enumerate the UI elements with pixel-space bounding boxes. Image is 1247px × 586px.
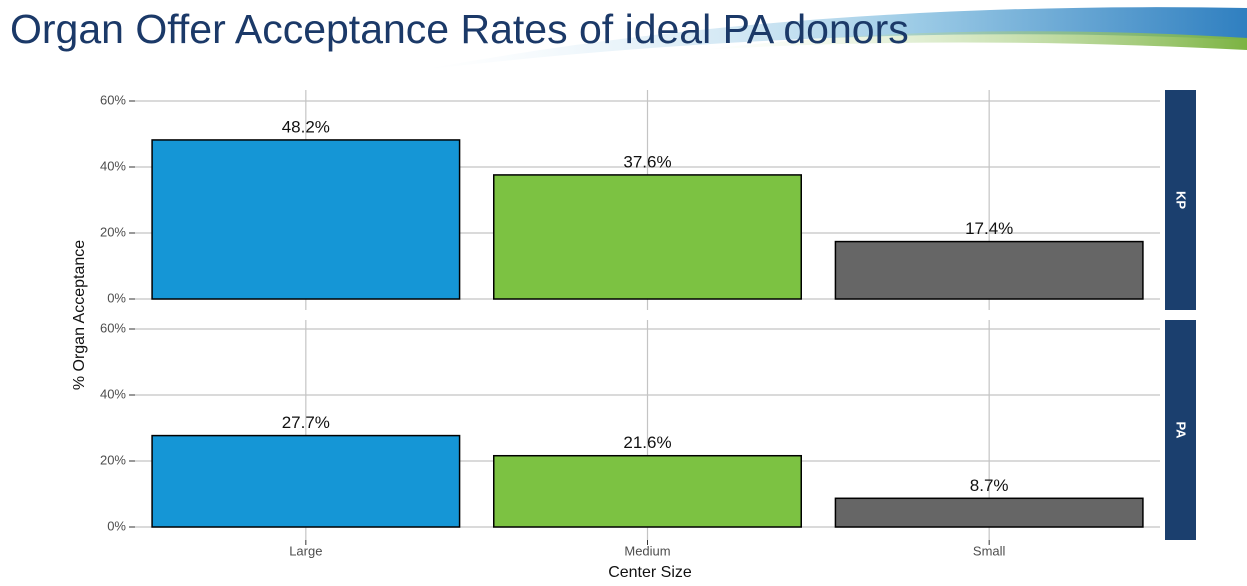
y-axis-label: % Organ Acceptance <box>71 240 88 390</box>
bar <box>834 240 1144 300</box>
bar <box>151 434 461 528</box>
y-tick-label: 60% <box>100 92 126 107</box>
y-tick-label: 20% <box>100 452 126 467</box>
data-label: 37.6% <box>623 152 671 171</box>
chart-title: Organ Offer Acceptance Rates of ideal PA… <box>10 6 909 52</box>
data-label: 8.7% <box>970 476 1009 495</box>
y-tick-label: 20% <box>100 224 126 239</box>
facet-strip <box>1165 320 1196 540</box>
y-tick-label: 40% <box>100 386 126 401</box>
facet-label: KP <box>1174 191 1189 209</box>
x-axis-label: Center Size <box>608 564 692 581</box>
data-label: 27.7% <box>282 413 330 432</box>
x-tick-label: Medium <box>624 543 670 558</box>
bar <box>493 174 802 300</box>
facet-strip <box>1165 90 1196 310</box>
decor-swoosh <box>700 31 1247 50</box>
decor-swoosh <box>420 7 1247 70</box>
y-tick-label: 0% <box>107 518 126 533</box>
y-tick-label: 60% <box>100 320 126 335</box>
bar <box>834 497 1144 528</box>
data-label: 17.4% <box>965 219 1013 238</box>
x-tick-label: Large <box>289 543 322 558</box>
data-label: 21.6% <box>623 433 671 452</box>
y-tick-label: 40% <box>100 158 126 173</box>
bar <box>151 139 461 300</box>
bar <box>493 454 802 528</box>
x-tick-label: Small <box>973 543 1006 558</box>
data-label: 48.2% <box>282 117 330 136</box>
y-tick-label: 0% <box>107 290 126 305</box>
facet-label: PA <box>1174 421 1189 439</box>
